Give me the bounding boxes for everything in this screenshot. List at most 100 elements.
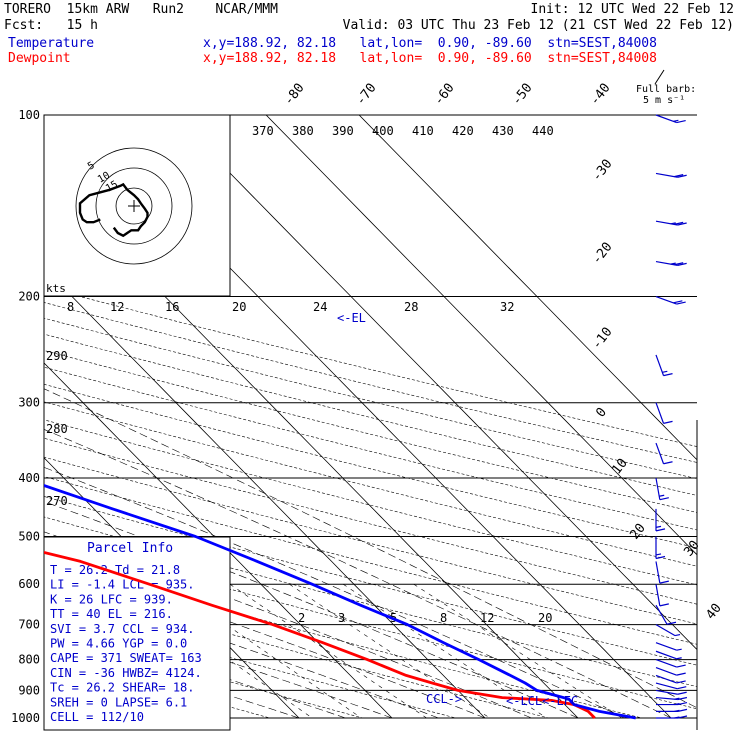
isotherm-line (358, 115, 697, 461)
wind-barb-flag (677, 222, 687, 226)
wind-barb (655, 667, 686, 676)
el-label: <-EL (337, 311, 366, 325)
hodo-speed-label: 32 (500, 300, 514, 314)
wind-barb-flag (677, 715, 688, 719)
wind-barb-half (655, 525, 662, 528)
wind-barb (655, 584, 669, 607)
wind-barb-staff (655, 674, 677, 684)
hodograph-unit-label: kts (46, 282, 66, 295)
wind-barb-half (674, 697, 680, 700)
wind-barb (655, 260, 687, 266)
mixing-ratio-label: 12 (480, 611, 494, 625)
wind-barb-staff (655, 114, 677, 124)
full-barb-sample (654, 69, 665, 85)
parcel-info-row: CIN = -36 HWBZ= 4124. (50, 666, 202, 680)
legend-dewpoint: Dewpoint (8, 51, 71, 66)
header-valid-time: Valid: 03 UTC Thu 23 Feb 12 (21 CST Wed … (342, 18, 734, 33)
parcel-info-row: PW = 4.66 YGP = 0.0 (50, 637, 187, 651)
dry-adiabat-line (44, 317, 697, 480)
hodograph-ring (95, 167, 173, 245)
wind-barb-flag (676, 301, 686, 305)
wind-barb-half (673, 119, 679, 122)
wind-barb (655, 658, 686, 668)
wind-barb-flag (663, 461, 673, 465)
parcel-info-row: TT = 40 EL = 216. (50, 607, 173, 621)
pressure-label: 500 (18, 529, 40, 543)
theta-label: 400 (372, 124, 394, 138)
theta-label: 370 (252, 124, 274, 138)
pressure-label: 300 (18, 396, 40, 410)
sounding-curves (44, 484, 636, 720)
pressure-label: 600 (18, 577, 40, 591)
dry-adiabat-line (44, 350, 697, 513)
dry-adiabat-line (44, 437, 697, 605)
hodograph-ring-label: 5 (86, 160, 97, 173)
upper-isotherm-label: -80 (281, 81, 307, 109)
wind-barb-staff (655, 667, 677, 676)
isotherm-line (172, 115, 697, 651)
isotherm-line (44, 172, 579, 719)
upper-isotherm-label: -60 (431, 81, 457, 109)
dry-adiabat-line (44, 456, 697, 625)
theta-side-label: 270 (46, 494, 68, 508)
dewpoint-curve (44, 550, 596, 719)
hodo-speed-label: 12 (110, 300, 124, 314)
wind-barb-staff (655, 442, 665, 464)
parcel-info-frame (43, 536, 231, 731)
isotherm-line (44, 267, 486, 719)
wind-barb-flag (676, 119, 686, 124)
wind-barb-flag (674, 221, 684, 225)
wind-barb (655, 650, 682, 660)
wind-barb (655, 624, 681, 637)
theta-side-label: 280 (46, 422, 68, 436)
wind-barb (655, 114, 686, 124)
parcel-info-row: CAPE = 371 SWEAT= 163 (50, 651, 202, 665)
full-barb-title: Full barb: (636, 84, 696, 95)
hodo-speed-label: 20 (232, 300, 246, 314)
wind-barb-staff (655, 584, 661, 606)
pressure-label: 200 (18, 290, 40, 304)
mixing-ratio-label: 3 (338, 611, 345, 625)
wind-barb-half (674, 702, 680, 706)
wind-barb (655, 674, 686, 684)
wind-barb-staff (655, 477, 661, 500)
lfc-label: <-LFC (542, 694, 578, 708)
dry-adiabat-line (44, 286, 697, 447)
wind-barb-half (670, 222, 676, 225)
wind-barb (655, 402, 673, 424)
legend-temperature: Temperature (8, 36, 95, 51)
pressure-label: 700 (18, 618, 40, 632)
theta-label: 390 (332, 124, 354, 138)
wind-barb-staff (655, 402, 665, 424)
wind-barb-flag (677, 686, 687, 690)
wind-barb (655, 442, 673, 465)
wind-barb-half (676, 648, 682, 651)
wind-barb-staff (655, 642, 677, 651)
theta-label: 430 (492, 124, 514, 138)
right-isotherm-label: -10 (589, 325, 615, 353)
wind-barb-flag (655, 555, 666, 560)
wind-barb (655, 508, 666, 532)
ccl-label: CCL-> (426, 692, 462, 706)
wind-barb-flag (677, 262, 687, 266)
wind-barb-staff (655, 295, 677, 305)
mixing-ratio-label: 20 (538, 611, 552, 625)
wind-barb-staff (655, 682, 678, 690)
station-info-temperature: x,y=188.92, 82.18 lat,lon= 0.90, -89.60 … (203, 36, 657, 51)
wind-barb-half (674, 709, 680, 712)
wind-barb (655, 172, 687, 178)
wind-barb (655, 220, 687, 226)
parcel-info-row: LI = -1.4 LCL = 935. (50, 578, 195, 592)
hodograph-trace (78, 182, 149, 238)
wind-barb (655, 604, 677, 625)
wind-barb-staff (655, 220, 678, 226)
wind-barb-staff (655, 604, 668, 625)
parcel-info-row: SVI = 3.7 CCL = 934. (50, 622, 195, 636)
pressure-label: 400 (18, 471, 40, 485)
wind-barb-flag (674, 262, 684, 266)
wind-barb-half (659, 494, 665, 497)
wind-barb-staff (655, 172, 678, 178)
wind-barb-staff (655, 624, 676, 637)
wind-barb-staff (655, 689, 678, 695)
right-isotherm-label: -30 (589, 157, 615, 185)
